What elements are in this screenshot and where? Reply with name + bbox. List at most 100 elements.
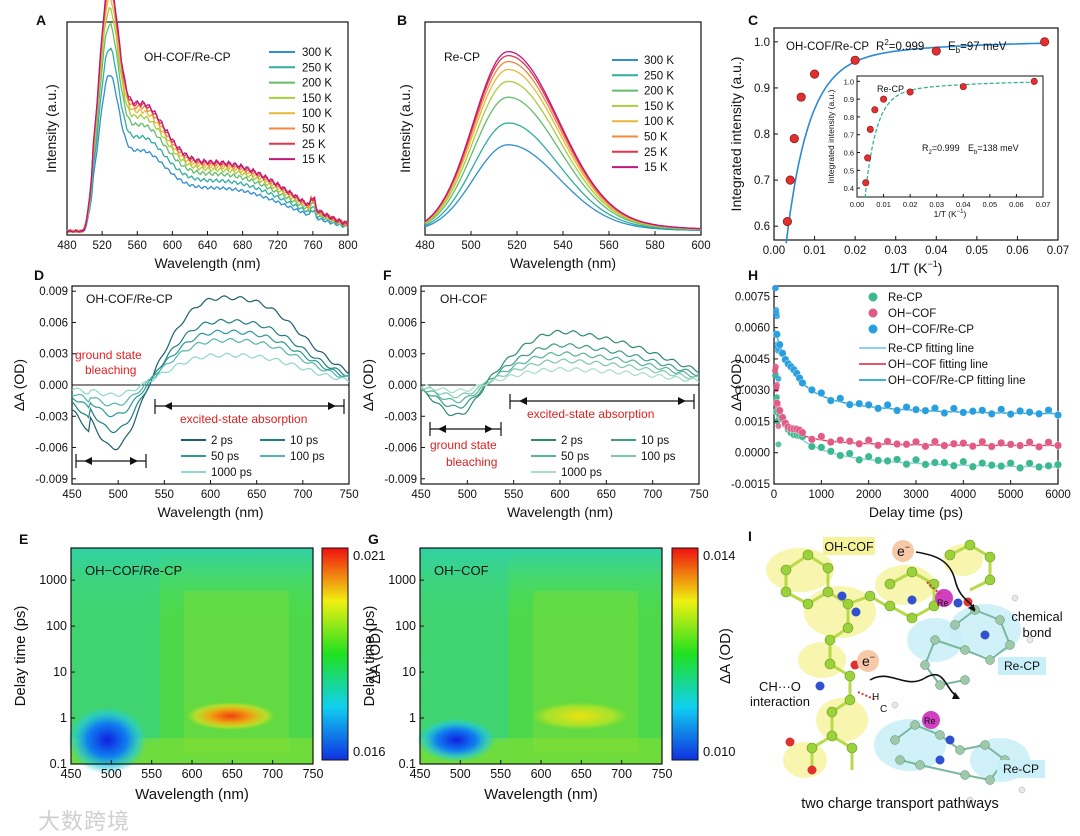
x-tick-label: 520: [93, 240, 112, 252]
y-tick-label: 10: [53, 665, 67, 679]
recp-atom: [910, 720, 920, 730]
heatmap-top-band: [420, 548, 662, 624]
data-point: [836, 451, 845, 460]
recp-label: Re-CP: [1003, 762, 1039, 776]
data-point: [912, 437, 921, 446]
early-data-point: [775, 375, 782, 382]
data-point: [883, 437, 892, 446]
y-tick-label: -0.009: [35, 474, 68, 486]
y-tick-label: 0.9: [754, 83, 770, 95]
cof-atom: [842, 598, 854, 610]
x-tick-label: 650: [222, 767, 243, 781]
ch-o-label: CH···O: [759, 679, 801, 694]
recp-atom: [960, 675, 970, 685]
nitrogen-atom: [907, 595, 917, 605]
recp-atom: [1005, 640, 1015, 650]
legend-label: 200 K: [644, 86, 674, 98]
hydrogen-atom: [891, 701, 899, 709]
sample-label: OH-COF/Re-CP: [86, 292, 173, 306]
data-point: [817, 432, 826, 441]
cof-atom: [780, 586, 792, 598]
x-tick-label: 500: [109, 489, 128, 501]
series-line-10ps: [420, 343, 700, 409]
colorbar: [671, 547, 699, 761]
cof-glow: [798, 642, 846, 678]
y-tick-label: 0.003: [388, 349, 417, 361]
recp-atom: [895, 755, 905, 765]
data-point: [959, 408, 968, 417]
y-tick-label: 0.1: [399, 757, 416, 771]
schematic: e−e−OH-COFReRechemicalbondRe-CPRe-CPCH··…: [750, 537, 1063, 812]
x-tick-label: 680: [233, 240, 252, 252]
hydrogen-atom: [1011, 594, 1019, 602]
data-point: [893, 440, 902, 449]
data-point: [921, 442, 930, 451]
legend-label: 100 ps: [290, 451, 325, 463]
series-line-50ps: [71, 329, 350, 418]
y-tick-label: 1000: [39, 573, 67, 587]
bleach-blob: [416, 718, 497, 762]
cof-atom: [906, 566, 918, 578]
x-tick-label: 600: [182, 767, 203, 781]
cof-atom: [928, 600, 940, 612]
heatmap-left-band: [420, 548, 509, 743]
y-axis-label: Intensity (a.u.): [43, 84, 59, 173]
y-axis-label: ΔA (OD): [11, 359, 27, 411]
data-point: [893, 455, 902, 464]
x-tick-label: 650: [597, 489, 616, 501]
x-tick-label: 500: [461, 240, 480, 252]
arrowhead: [952, 692, 960, 699]
watermark: 大数跨境: [38, 810, 131, 835]
cof-atom: [906, 612, 918, 624]
annotation-excited-state: excited-state absorption: [180, 412, 307, 426]
series-line-250K: [66, 47, 349, 233]
data-point: [997, 462, 1006, 471]
series-line-250K: [424, 122, 702, 231]
series-line-300K: [424, 144, 702, 232]
annotation-ground-state: ground state: [75, 348, 142, 362]
panel-letter: E: [19, 531, 28, 547]
legend-label: 100 K: [302, 108, 332, 120]
cof-atom: [780, 564, 792, 576]
data-point: [902, 403, 911, 412]
legend-label: 1000 ps: [211, 467, 252, 479]
x-axis-label: Wavelength (nm): [507, 504, 613, 520]
x-tick-label: 480: [57, 240, 76, 252]
data-point: [1035, 409, 1044, 418]
data-point: [893, 406, 902, 415]
inset-x-tick-label: 0.03: [929, 200, 944, 209]
cof-atom: [944, 549, 956, 561]
data-point: [874, 456, 883, 465]
y-tick-label: 0.8: [754, 129, 770, 141]
y-tick-label: 0.7: [754, 175, 770, 187]
legend-label: 150 K: [644, 101, 674, 113]
x-tick-label: 2000: [856, 489, 882, 501]
x-tick-label: 550: [155, 489, 174, 501]
sample-label: OH−COF/Re-CP: [85, 563, 182, 578]
annotation-bleaching: bleaching: [446, 455, 497, 469]
inset-x-tick-label: 0.00: [850, 200, 865, 209]
data-point: [850, 55, 860, 65]
early-data-point: [775, 423, 782, 430]
x-tick-label: 0.05: [966, 245, 988, 257]
early-data-point: [772, 363, 779, 370]
x-tick-label: 6000: [1045, 489, 1071, 501]
data-point: [775, 340, 784, 349]
data-point: [789, 134, 799, 144]
data-point: [826, 447, 835, 456]
legend-label: 200 K: [302, 78, 332, 90]
electron-path-arrow: [869, 674, 959, 698]
re-label: Re: [924, 716, 936, 726]
inset-data-point: [1030, 77, 1038, 85]
recp-atom: [930, 635, 940, 645]
x-tick-label: 450: [411, 489, 430, 501]
data-point: [1025, 438, 1034, 447]
legend-label: OH−COF/Re-CP fitting line: [888, 375, 1026, 387]
y-tick-label: -0.003: [35, 411, 68, 423]
data-point: [1016, 463, 1025, 472]
cof-atom: [822, 586, 834, 598]
nitrogen-atom: [815, 681, 825, 691]
inset-x-tick-label: 0.06: [1009, 200, 1024, 209]
data-point: [1044, 461, 1053, 470]
data-point: [968, 407, 977, 416]
